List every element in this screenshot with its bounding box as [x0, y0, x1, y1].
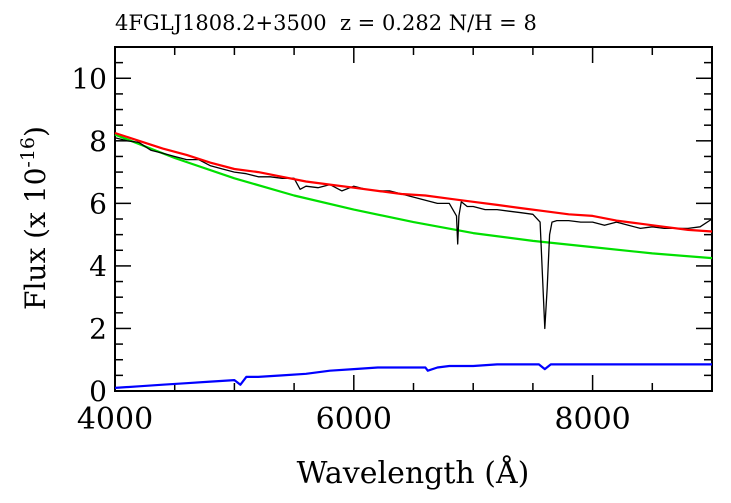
plot-frame: [114, 46, 713, 392]
axis-ticks: [114, 46, 713, 392]
x-axis-label: Wavelength (Å): [297, 455, 530, 491]
y-tick-labels: 0 2 4 6 8 10: [71, 62, 107, 408]
chart-title: 4FGLJ1808.2+3500 z = 0.282 N/H = 8: [115, 11, 537, 35]
y-axis-label: Flux (x 10-16): [17, 126, 52, 310]
y-axis-label-prefix: Flux (x 10: [19, 168, 52, 310]
y-tick-label: 10: [71, 62, 107, 95]
series-layer: [114, 131, 713, 389]
series-line-model-fit: [114, 131, 713, 233]
y-tick-label: 6: [89, 187, 107, 220]
x-tick-label: 6000: [316, 402, 392, 437]
y-tick-label: 8: [89, 125, 107, 158]
y-tick-label: 4: [89, 250, 107, 283]
series-line-observed-spectrum: [114, 137, 713, 330]
x-tick-labels: 4000 6000 8000: [77, 402, 631, 437]
x-tick-label: 4000: [77, 402, 153, 437]
y-axis-label-exponent: -16: [17, 137, 39, 168]
series-line-residual-component: [114, 363, 712, 389]
y-axis-label-suffix: ): [19, 126, 52, 137]
x-tick-label: 8000: [554, 402, 630, 437]
y-tick-label: 0: [89, 375, 107, 408]
y-tick-label: 2: [89, 312, 107, 345]
series-line-host-galaxy: [114, 133, 713, 260]
